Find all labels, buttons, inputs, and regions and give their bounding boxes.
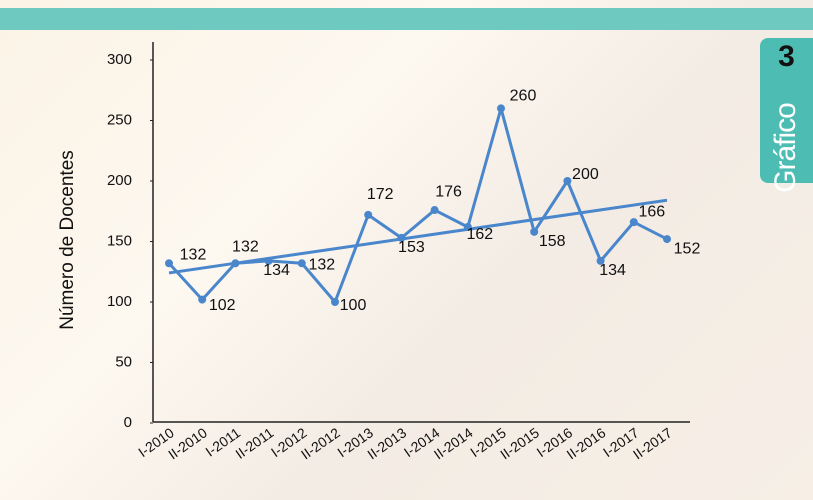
data-point (364, 210, 373, 219)
data-point (430, 206, 439, 215)
data-point (596, 256, 605, 265)
y-tick-label: 100 (107, 293, 132, 310)
x-tick-label: II-2017 (630, 424, 675, 462)
data-label: 158 (539, 233, 566, 250)
y-tick-label: 150 (107, 232, 132, 249)
data-label: 176 (435, 183, 462, 200)
y-tick-label: 0 (124, 414, 132, 431)
data-point (264, 256, 273, 265)
data-point (397, 233, 406, 242)
y-tick-label: 50 (115, 353, 132, 370)
data-point (297, 259, 306, 268)
data-point (629, 218, 638, 227)
x-tick-label: II-2013 (364, 424, 409, 462)
data-label: 132 (308, 256, 335, 273)
data-label: 152 (674, 240, 701, 257)
data-point (331, 298, 339, 306)
data-point (165, 259, 173, 268)
data-point (463, 222, 472, 231)
data-point (563, 177, 572, 185)
data-label: 200 (572, 166, 599, 183)
data-label: 132 (180, 246, 207, 263)
data-point (497, 104, 505, 113)
y-tick-label: 200 (107, 172, 132, 189)
data-point (231, 259, 240, 268)
data-label: 260 (510, 88, 537, 105)
top-bar (0, 8, 813, 30)
data-point (663, 235, 671, 244)
data-label: 166 (638, 203, 665, 220)
data-label: 153 (398, 239, 425, 256)
data-label: 100 (340, 297, 367, 314)
data-point (198, 295, 207, 304)
data-label: 134 (263, 262, 290, 279)
data-point (530, 227, 539, 236)
x-tick-label: II-2016 (564, 424, 609, 462)
data-label: 102 (209, 297, 236, 314)
data-label: 172 (367, 186, 394, 203)
data-label: 132 (232, 238, 259, 255)
y-axis-label: Número de Docentes (57, 150, 78, 330)
x-tick-label: II-2012 (298, 424, 343, 462)
x-tick-label: II-2014 (431, 424, 476, 462)
data-line (167, 106, 668, 304)
y-tick-label: 300 (107, 51, 132, 68)
x-tick-label: II-2015 (497, 424, 542, 462)
data-label: 162 (466, 226, 493, 243)
y-tick-label: 250 (107, 111, 132, 128)
badge-number: 3 (778, 40, 795, 73)
data-label: 134 (599, 262, 626, 279)
x-tick-label: II-2010 (165, 424, 210, 462)
x-tick-label: II-2011 (232, 424, 276, 462)
badge: 3 Gráfico (760, 38, 813, 193)
